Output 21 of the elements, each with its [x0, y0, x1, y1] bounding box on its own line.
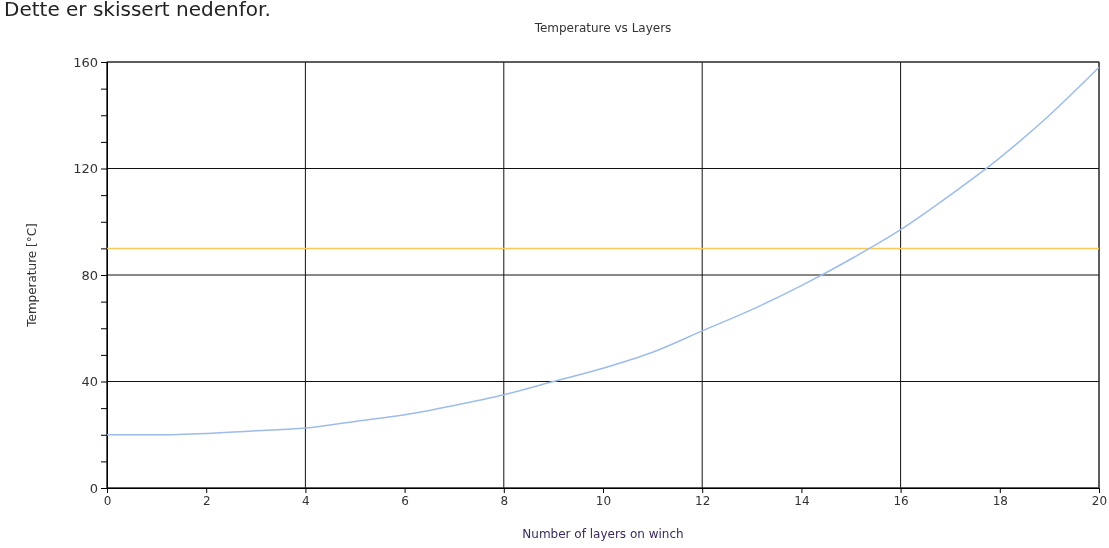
y-axis-title: Temperature [°C] [25, 223, 39, 328]
x-tick-label: 10 [595, 493, 612, 508]
y-tick-label: 160 [73, 54, 98, 70]
y-tick-label: 120 [73, 161, 98, 177]
x-tick-label: 14 [794, 493, 810, 508]
text: Dette er skissert nedenfor. [4, 0, 271, 21]
y-tick-label: 80 [81, 267, 98, 283]
x-tick-label: 16 [893, 493, 909, 508]
x-tick-label: 0 [103, 493, 112, 508]
x-axis-title: Number of layers on winch [522, 527, 684, 541]
x-tick-label: 4 [302, 493, 310, 508]
x-tick-label: 20 [1091, 493, 1108, 508]
line-series [106, 66, 1100, 436]
x-tick-label: 8 [500, 493, 509, 508]
x-tick-label: 2 [202, 493, 211, 508]
x-tick-label: 6 [401, 493, 409, 508]
y-tick-label: 0 [89, 480, 98, 496]
y-tick-label: 40 [81, 374, 98, 390]
x-tick-label: 12 [695, 493, 711, 508]
chart-title: Temperature vs Layers [533, 21, 672, 35]
x-tick-label: 18 [992, 493, 1008, 508]
